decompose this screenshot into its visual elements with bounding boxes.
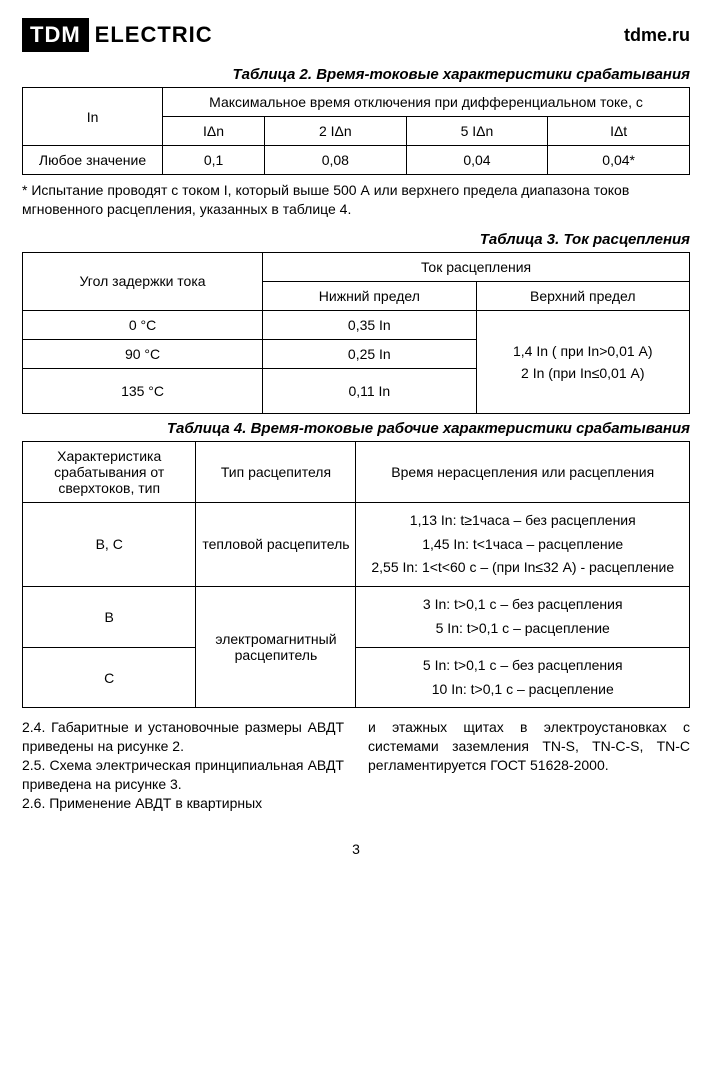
table3: Угол задержки тока Ток расцепления Нижни…: [22, 252, 690, 414]
t3-upper-l2: 2 In (при In≤0,01 А): [481, 365, 685, 381]
logo: TDM ELECTRIC: [22, 18, 213, 52]
t2-header-span: Максимальное время отключения при диффер…: [163, 88, 690, 117]
t3-angle-2: 135 °C: [23, 368, 263, 413]
t2-val-2: 0,04: [406, 146, 548, 175]
t2-val-3: 0,04*: [548, 146, 690, 175]
table2-footnote: * Испытание проводят с током I, который …: [22, 181, 690, 219]
t2-val-0: 0,1: [163, 146, 265, 175]
t4-r2-l2: 5 In: t>0,1 с – расцепление: [360, 617, 685, 641]
t3-col1-header: Угол задержки тока: [23, 252, 263, 310]
page-number: 3: [22, 841, 690, 857]
table3-title: Таблица 3. Ток расцепления: [22, 231, 690, 248]
t4-r3-vals: 5 In: t>0,1 с – без расцепления 10 In: t…: [356, 647, 690, 708]
t4-r1-l3: 2,55 In: 1<t<60 с – (при In≤32 А) - расц…: [360, 556, 685, 580]
t4-h0: Характеристика срабатывания от сверхтоко…: [23, 441, 196, 502]
t2-val-1: 0,08: [265, 146, 407, 175]
t4-r1-vals: 1,13 In: t≥1часа – без расцепления 1,45 …: [356, 502, 690, 586]
t2-col1-header: In: [23, 88, 163, 146]
t3-angle-0: 0 °C: [23, 310, 263, 339]
t3-low-1: 0,25 In: [263, 339, 476, 368]
t4-r2-l1: 3 In: t>0,1 с – без расцепления: [360, 593, 685, 617]
t4-r2-vals: 3 In: t>0,1 с – без расцепления 5 In: t>…: [356, 587, 690, 648]
t4-r3-l1: 5 In: t>0,1 с – без расцепления: [360, 654, 685, 678]
t4-trip-em: электромагнитный расцепитель: [196, 587, 356, 708]
table4-title: Таблица 4. Время-токовые рабочие характе…: [22, 420, 690, 437]
t3-angle-1: 90 °C: [23, 339, 263, 368]
logo-text: ELECTRIC: [95, 22, 213, 48]
t4-r3-l2: 10 In: t>0,1 с – расцепление: [360, 678, 685, 702]
t3-upper: 1,4 In ( при In>0,01 А) 2 In (при In≤0,0…: [476, 310, 689, 413]
t4-r3-type: C: [23, 647, 196, 708]
t2-row-label: Любое значение: [23, 146, 163, 175]
site-url: tdme.ru: [624, 25, 690, 46]
body-right: и этажных щитах в электроустановках с си…: [368, 718, 690, 812]
t2-sub-1: 2 IΔn: [265, 117, 407, 146]
t4-r2-type: B: [23, 587, 196, 648]
t2-sub-3: IΔt: [548, 117, 690, 146]
body-left: 2.4. Габаритные и установочные размеры А…: [22, 718, 344, 812]
table2: In Максимальное время отключения при диф…: [22, 87, 690, 175]
table2-title: Таблица 2. Время-токовые характеристики …: [22, 66, 690, 83]
t2-sub-0: IΔn: [163, 117, 265, 146]
t3-sub-1: Верхний предел: [476, 281, 689, 310]
logo-box: TDM: [22, 18, 89, 52]
t3-header-span: Ток расцепления: [263, 252, 690, 281]
t3-low-0: 0,35 In: [263, 310, 476, 339]
body-text: 2.4. Габаритные и установочные размеры А…: [22, 718, 690, 812]
t4-r1-l2: 1,45 In: t<1часа – расцепление: [360, 533, 685, 557]
t4-r1-l1: 1,13 In: t≥1часа – без расцепления: [360, 509, 685, 533]
page-header: TDM ELECTRIC tdme.ru: [22, 18, 690, 52]
t4-r1-type: B, C: [23, 502, 196, 586]
t4-h2: Время нерасцепления или расцепления: [356, 441, 690, 502]
t3-low-2: 0,11 In: [263, 368, 476, 413]
t3-sub-0: Нижний предел: [263, 281, 476, 310]
t4-h1: Тип расцепителя: [196, 441, 356, 502]
table4: Характеристика срабатывания от сверхтоко…: [22, 441, 690, 709]
t3-upper-l1: 1,4 In ( при In>0,01 А): [481, 343, 685, 359]
t4-r1-trip: тепловой расцепитель: [196, 502, 356, 586]
t2-sub-2: 5 IΔn: [406, 117, 548, 146]
